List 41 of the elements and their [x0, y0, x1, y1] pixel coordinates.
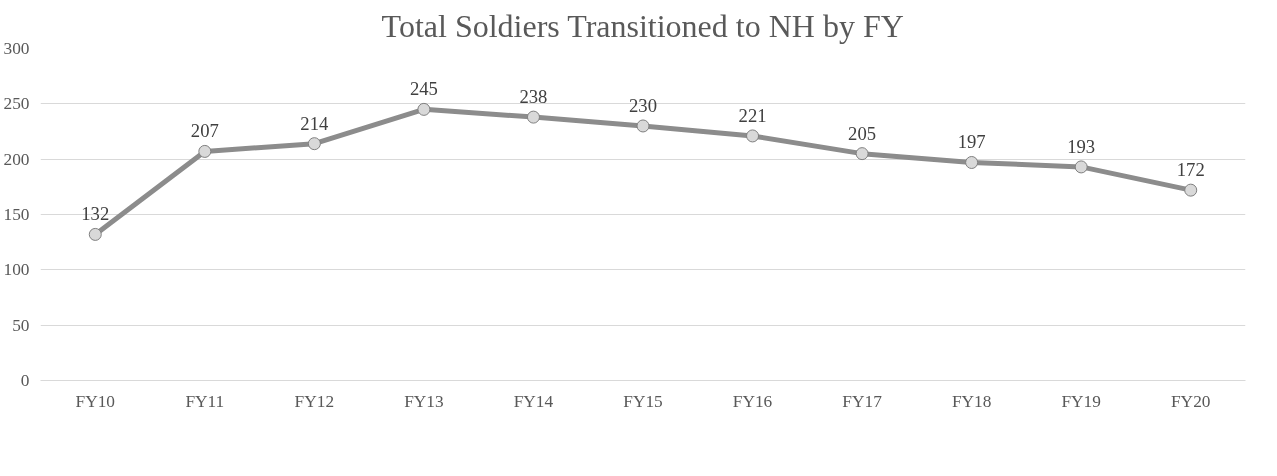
data-label: 245 — [409, 78, 438, 100]
x-tick-label: FY13 — [404, 391, 444, 411]
x-tick-label: FY19 — [1061, 391, 1101, 411]
point — [855, 147, 869, 161]
y-tick-label: 250 — [3, 94, 30, 114]
point — [965, 156, 979, 169]
point — [526, 110, 540, 124]
x-tick-label: FY16 — [732, 391, 773, 411]
x-tick-label: FY20 — [1170, 391, 1211, 411]
y-tick-label: 150 — [3, 205, 30, 224]
x-tick-label: FY14 — [513, 391, 554, 411]
x-tick-label: FY12 — [294, 391, 335, 411]
y-tick-label: 200 — [3, 149, 30, 169]
y-tick-label: 300 — [3, 39, 30, 58]
point — [636, 119, 650, 133]
point — [198, 144, 212, 158]
data-label: 221 — [738, 104, 767, 126]
chart-title: Total Soldiers Transitioned to NH by FY — [381, 7, 904, 44]
point — [88, 227, 102, 241]
data-label: 172 — [1176, 159, 1205, 181]
x-tick-label: FY10 — [75, 391, 116, 411]
data-label: 214 — [300, 112, 330, 134]
data-label: 238 — [519, 86, 548, 108]
point — [1074, 160, 1088, 174]
x-tick-label: FY17 — [842, 391, 883, 411]
point — [417, 102, 431, 116]
point — [307, 137, 321, 151]
data-label: 230 — [629, 94, 657, 116]
y-tick-label: 0 — [20, 371, 30, 390]
data-label: 193 — [1067, 135, 1096, 157]
data-label: 207 — [190, 120, 219, 142]
point — [1184, 183, 1198, 197]
x-tick-label: FY18 — [951, 391, 992, 411]
data-label: 197 — [957, 131, 986, 153]
point — [746, 129, 760, 143]
x-tick-label: FY15 — [623, 391, 663, 411]
x-tick-label: FY11 — [185, 391, 225, 411]
data-label: 132 — [81, 203, 110, 225]
y-tick-label: 100 — [3, 260, 30, 280]
y-tick-label: 50 — [12, 315, 30, 335]
data-label: 205 — [848, 122, 877, 144]
